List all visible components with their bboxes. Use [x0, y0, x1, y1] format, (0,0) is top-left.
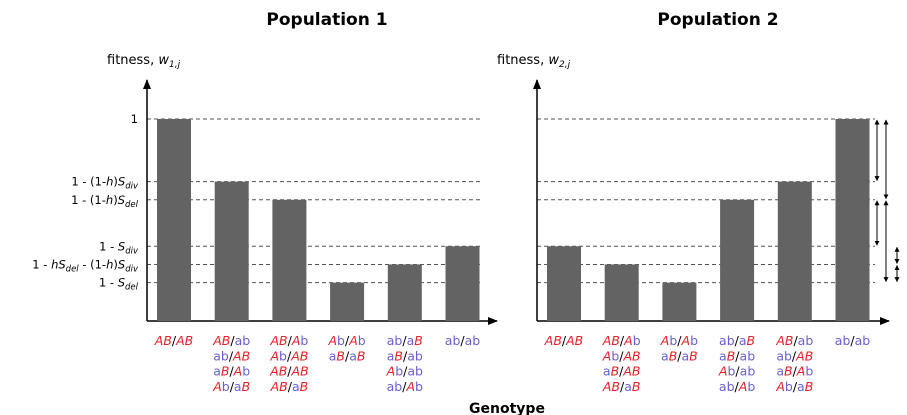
- population-1-genotype-label: AB/aB: [270, 379, 309, 394]
- y-tick-label: 1 - Sdiv: [99, 239, 139, 256]
- population-1-genotype-label: Ab/ab: [386, 364, 423, 379]
- population-1-bar-4: [330, 282, 365, 321]
- population-1-genotype-label: ab/aB: [387, 333, 423, 348]
- population-2-bar-4: [720, 199, 755, 321]
- population-2-genotype-label: aB/ab: [719, 348, 755, 363]
- population-1-genotype-label: aB/aB: [329, 348, 366, 363]
- population-2-y-axis-label: fitness, w2,j: [497, 53, 571, 70]
- population-2-genotype-label: ab/aB: [719, 333, 755, 348]
- population-1-title: Population 1: [266, 10, 387, 30]
- population-1-genotype-label: ab/Ab: [387, 379, 423, 394]
- y-tick-label: 1 - hSdel - (1-h)Sdiv: [32, 257, 139, 274]
- population-1-genotype-label: AB/Ab: [269, 333, 308, 348]
- population-2-genotype-label: AB/aB: [602, 379, 641, 394]
- population-1-genotype-label: ab/ab: [445, 333, 481, 348]
- population-1-genotype-label: aB/ab: [387, 348, 423, 363]
- population-1-genotype-label: aB/Ab: [213, 364, 250, 379]
- population-1-genotype-label: AB/ab: [212, 333, 250, 348]
- population-1-bar-5: [387, 264, 422, 321]
- population-1-bar-2: [214, 181, 249, 321]
- population-1-y-axis-label: fitness, w1,j: [107, 53, 181, 70]
- population-2-bar-3: [662, 282, 697, 321]
- population-2-genotype-label: ab/Ab: [719, 379, 755, 394]
- y-tick-label: 1 - Sdel: [99, 276, 139, 293]
- y-tick-label: 1: [131, 112, 138, 126]
- population-1-bar-6: [445, 246, 480, 321]
- y-tick-label: 1 - (1-h)Sdiv: [71, 175, 139, 192]
- population-2-bar-6: [835, 119, 870, 321]
- population-2-genotype-label: ab/AB: [776, 348, 813, 363]
- population-2-title: Population 2: [657, 10, 778, 30]
- population-2-genotype-label: ab/ab: [835, 333, 871, 348]
- population-1-genotype-label: AB/AB: [269, 364, 309, 379]
- population-1-genotype-label: AB/AB: [154, 333, 194, 348]
- population-2-bar-2: [604, 264, 639, 321]
- population-2-genotype-label: Ab/AB: [602, 348, 641, 363]
- chart-bars: [157, 119, 870, 321]
- population-1-genotype-label: Ab/AB: [269, 348, 308, 363]
- population-1-bar-1: [157, 119, 191, 321]
- population-2-genotype-label: aB/AB: [603, 364, 641, 379]
- chart-gridlines-and-axes: [143, 79, 900, 325]
- population-2-genotype-label: AB/ab: [775, 333, 813, 348]
- population-2-genotype-label: aB/Ab: [776, 364, 813, 379]
- y-tick-label: 1 - (1-h)Sdel: [71, 193, 138, 210]
- population-2-bar-5: [777, 181, 812, 321]
- population-2-genotype-label: AB/AB: [544, 333, 584, 348]
- population-1-genotype-label: Ab/aB: [212, 379, 250, 394]
- population-2-genotype-label: Ab/aB: [775, 379, 813, 394]
- population-1-genotype-label: ab/AB: [213, 348, 250, 363]
- population-2-genotype-label: AB/Ab: [602, 333, 641, 348]
- x-axis-label: Genotype: [469, 401, 545, 415]
- population-2-genotype-label: aB/aB: [661, 348, 698, 363]
- population-2-bar-1: [547, 246, 581, 321]
- population-1-genotype-label: Ab/Ab: [327, 333, 365, 348]
- population-1-bar-3: [272, 199, 307, 321]
- population-2-genotype-label: Ab/ab: [718, 364, 755, 379]
- population-2-genotype-label: Ab/Ab: [660, 333, 698, 348]
